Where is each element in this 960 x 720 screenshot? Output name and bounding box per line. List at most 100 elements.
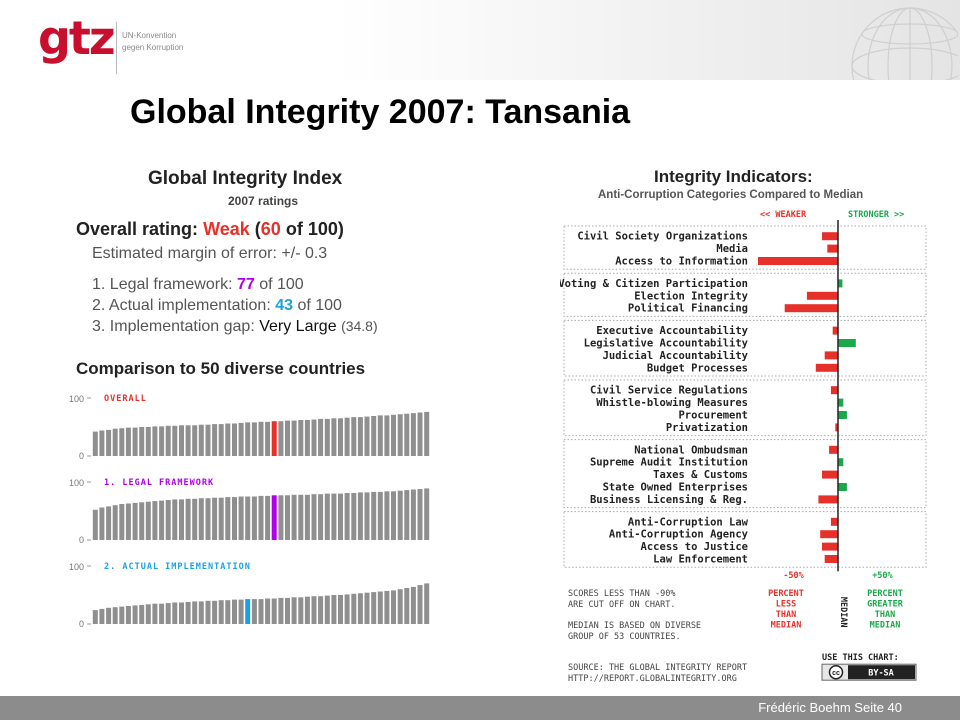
country-bar bbox=[185, 602, 191, 624]
indicator-label: Law Enforcement bbox=[653, 554, 748, 566]
country-bar bbox=[145, 501, 151, 540]
cc-icon-label: cc bbox=[832, 670, 840, 677]
country-bar bbox=[238, 422, 244, 456]
country-bar bbox=[119, 606, 125, 624]
country-bar bbox=[265, 421, 271, 456]
indicator-bar bbox=[838, 483, 847, 491]
percent-greater-label: THAN bbox=[875, 610, 895, 620]
country-bar bbox=[205, 600, 211, 624]
country-bar bbox=[351, 417, 357, 456]
indicator-label: Taxes & Customs bbox=[653, 469, 748, 481]
gap-value: Very Large bbox=[259, 318, 337, 335]
country-bar bbox=[179, 425, 184, 456]
country-bar bbox=[185, 425, 191, 456]
country-bar bbox=[338, 418, 343, 456]
country-bar bbox=[311, 494, 317, 540]
country-bar bbox=[251, 496, 257, 540]
footer-text: Frédéric Boehm Seite 40 bbox=[758, 700, 902, 715]
impl-score: 43 bbox=[275, 297, 294, 314]
percent-greater-label: MEDIAN bbox=[870, 621, 901, 631]
overall-of: of 100) bbox=[285, 219, 344, 239]
percent-less-label: MEDIAN bbox=[771, 621, 802, 631]
country-bar bbox=[198, 424, 204, 456]
implementation-gap-line: 3. Implementation gap: Very Large (34.8) bbox=[92, 318, 378, 336]
country-bar bbox=[99, 608, 105, 624]
y-tick-label: 100 bbox=[69, 478, 84, 488]
country-bar bbox=[125, 503, 131, 540]
country-bar bbox=[251, 422, 257, 456]
country-bar bbox=[225, 497, 231, 540]
source-line1: SOURCE: THE GLOBAL INTEGRITY REPORT bbox=[568, 663, 747, 673]
country-bar bbox=[291, 420, 297, 456]
country-bar bbox=[205, 424, 211, 456]
indicator-bar bbox=[824, 555, 838, 563]
country-bar bbox=[304, 596, 310, 624]
indicator-bar bbox=[824, 351, 838, 360]
impl-of: of 100 bbox=[297, 297, 342, 314]
use-chart-label: USE THIS CHART: bbox=[822, 653, 899, 663]
country-bar bbox=[357, 492, 363, 540]
country-bar bbox=[92, 509, 98, 540]
indicator-group-box bbox=[563, 379, 927, 437]
country-bar bbox=[119, 428, 125, 456]
indicator-bar bbox=[838, 398, 844, 407]
country-bar bbox=[159, 426, 165, 456]
country-bar bbox=[410, 489, 416, 540]
index-subtitle: 2007 ratings bbox=[228, 194, 299, 208]
country-bar bbox=[192, 498, 198, 540]
footer-bar: Frédéric Boehm Seite 40 bbox=[0, 696, 960, 720]
percent-less-label: PERCENT bbox=[768, 589, 804, 599]
country-bar bbox=[218, 497, 224, 540]
country-bar bbox=[311, 596, 317, 624]
logo-subtitle-line1: UN-Konvention bbox=[122, 31, 177, 40]
margin-of-error: Estimated margin of error: +/- 0.3 bbox=[92, 245, 328, 262]
country-bar bbox=[397, 414, 403, 456]
country-bar bbox=[397, 589, 403, 624]
country-bar bbox=[132, 427, 138, 456]
country-bar bbox=[112, 607, 118, 624]
overall-word: Weak bbox=[203, 219, 250, 239]
legal-label: 1. Legal framework: bbox=[92, 276, 233, 293]
percent-greater-label: PERCENT bbox=[867, 589, 903, 599]
country-bar bbox=[357, 417, 363, 456]
country-bar bbox=[106, 506, 112, 540]
country-bar bbox=[258, 599, 264, 624]
country-comparison-charts: 100 0 OVERALL 100 0 1. LEGAL FRAMEWORK 100 0 2. … bbox=[69, 394, 430, 629]
indicators-title: Integrity Indicators: bbox=[654, 167, 813, 186]
country-bar bbox=[377, 415, 383, 456]
country-bar bbox=[417, 489, 423, 540]
country-bar bbox=[364, 592, 370, 624]
country-bar bbox=[384, 590, 390, 624]
country-bar bbox=[391, 491, 396, 540]
country-bar bbox=[258, 495, 264, 540]
legal-of: of 100 bbox=[259, 276, 304, 293]
country-bar bbox=[417, 585, 423, 624]
country-bar-highlight bbox=[271, 495, 277, 540]
country-bar bbox=[172, 602, 178, 624]
country-bar bbox=[285, 420, 290, 456]
country-bar bbox=[185, 498, 191, 540]
globe-icon bbox=[851, 7, 958, 80]
country-bar bbox=[192, 601, 198, 624]
country-bar bbox=[338, 595, 343, 624]
country-bar bbox=[198, 498, 204, 540]
indicator-label: Civil Society Organizations bbox=[577, 231, 748, 243]
country-bar bbox=[304, 494, 310, 540]
indicator-label: Access to Justice bbox=[641, 541, 748, 553]
indicator-bar bbox=[838, 279, 843, 288]
indicator-group-box bbox=[563, 511, 927, 568]
country-bar-highlight bbox=[271, 421, 277, 456]
indicator-bar bbox=[822, 542, 838, 551]
stronger-label: STRONGER >> bbox=[848, 210, 904, 220]
country-bar bbox=[179, 499, 184, 540]
indicator-label: Business Licensing & Reg. bbox=[590, 494, 748, 506]
cc-icon bbox=[828, 664, 844, 680]
country-bar bbox=[357, 593, 363, 624]
indicator-label: Budget Processes bbox=[647, 362, 748, 374]
country-bar bbox=[152, 501, 158, 540]
country-bar bbox=[371, 491, 377, 540]
country-bar bbox=[232, 497, 237, 540]
country-bar bbox=[145, 604, 151, 624]
country-bar bbox=[318, 596, 324, 624]
country-bar bbox=[179, 602, 184, 624]
